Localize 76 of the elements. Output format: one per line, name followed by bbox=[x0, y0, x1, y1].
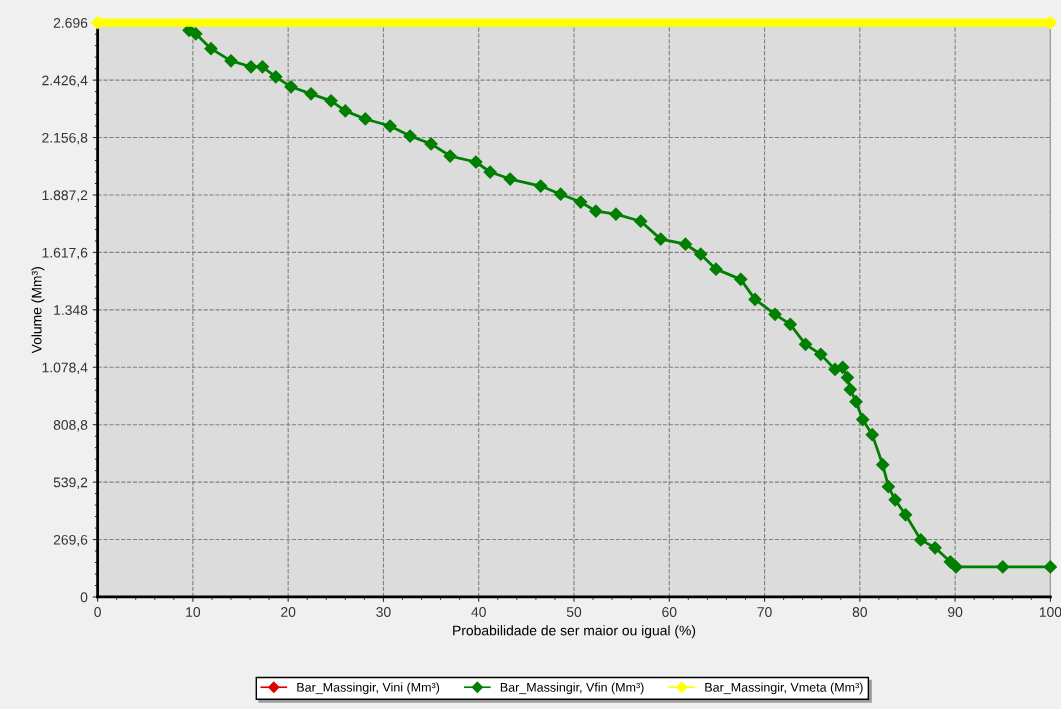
point bbox=[324, 94, 338, 108]
point bbox=[783, 317, 797, 331]
point bbox=[284, 80, 298, 94]
legend-label: Bar_Massingir, Vfin (Mm³) bbox=[500, 682, 644, 695]
point bbox=[949, 560, 963, 574]
point bbox=[768, 307, 782, 321]
point bbox=[856, 412, 870, 427]
y-tick-label: 1.887,2 bbox=[42, 190, 88, 202]
point bbox=[403, 129, 417, 143]
y-tick-label: 269,6 bbox=[53, 534, 88, 547]
point bbox=[694, 247, 708, 261]
legend-label: Bar_Massingir, Vmeta (Mm³) bbox=[705, 682, 863, 695]
x-tick-label: 30 bbox=[376, 607, 391, 617]
y-tick-label: 1.617,6 bbox=[42, 247, 88, 260]
point bbox=[840, 370, 855, 385]
point bbox=[814, 347, 828, 361]
y-tick-label: 2.156,8 bbox=[42, 132, 88, 145]
point bbox=[443, 149, 457, 163]
x-tick-label: 40 bbox=[471, 607, 486, 617]
y-tick-label: 0 bbox=[80, 592, 88, 603]
point bbox=[881, 480, 896, 494]
x-tick-label: 0 bbox=[94, 607, 101, 617]
point bbox=[424, 137, 438, 151]
point bbox=[224, 54, 238, 68]
point bbox=[503, 172, 517, 186]
point bbox=[574, 195, 588, 209]
x-tick-label: 60 bbox=[662, 607, 677, 617]
y-tick-label: 1.078,4 bbox=[42, 362, 88, 375]
x-tick-label: 70 bbox=[757, 607, 772, 617]
point bbox=[554, 187, 568, 201]
y-tick-label: 808,8 bbox=[53, 420, 88, 432]
legend-label: Bar_Massingir, Vini (Mm³) bbox=[297, 682, 440, 695]
point bbox=[609, 207, 623, 221]
x-axis-title: Probabilidade de ser maior ou igual (%) bbox=[453, 625, 696, 639]
point bbox=[589, 204, 603, 218]
point bbox=[654, 232, 668, 246]
x-tick-label: 90 bbox=[948, 607, 963, 617]
point bbox=[876, 458, 890, 472]
point bbox=[898, 508, 913, 522]
point bbox=[865, 428, 879, 442]
point bbox=[798, 337, 813, 351]
point bbox=[928, 541, 942, 555]
point bbox=[304, 87, 318, 101]
y-tick-label: 2.426,4 bbox=[42, 75, 88, 87]
point bbox=[189, 27, 203, 41]
point bbox=[709, 262, 723, 276]
point bbox=[734, 272, 748, 286]
x-tick-label: 100 bbox=[1039, 607, 1061, 617]
point bbox=[843, 382, 857, 397]
x-tick-label: 20 bbox=[281, 607, 296, 617]
point bbox=[849, 395, 863, 409]
y-tick-label: 1.348 bbox=[54, 305, 88, 315]
point bbox=[483, 165, 497, 179]
point bbox=[914, 533, 928, 547]
point bbox=[255, 60, 270, 74]
point bbox=[244, 60, 258, 74]
point bbox=[996, 560, 1010, 574]
point bbox=[748, 292, 762, 306]
point bbox=[204, 42, 218, 56]
point bbox=[634, 214, 648, 228]
point bbox=[269, 70, 283, 84]
y-tick-label: 539,2 bbox=[53, 477, 88, 489]
point bbox=[888, 493, 902, 507]
point bbox=[836, 360, 850, 374]
point bbox=[534, 179, 548, 193]
x-tick-label: 80 bbox=[852, 607, 868, 617]
y-tick-label: 2.696 bbox=[53, 18, 88, 28]
x-tick-label: 50 bbox=[566, 607, 582, 617]
y-axis-title: Volume (Mm³) bbox=[31, 267, 45, 354]
point bbox=[338, 104, 352, 118]
point bbox=[358, 112, 372, 126]
point bbox=[678, 237, 693, 251]
point bbox=[383, 119, 397, 133]
x-tick-label: 10 bbox=[186, 607, 201, 617]
point bbox=[1043, 560, 1057, 574]
point bbox=[469, 155, 483, 169]
